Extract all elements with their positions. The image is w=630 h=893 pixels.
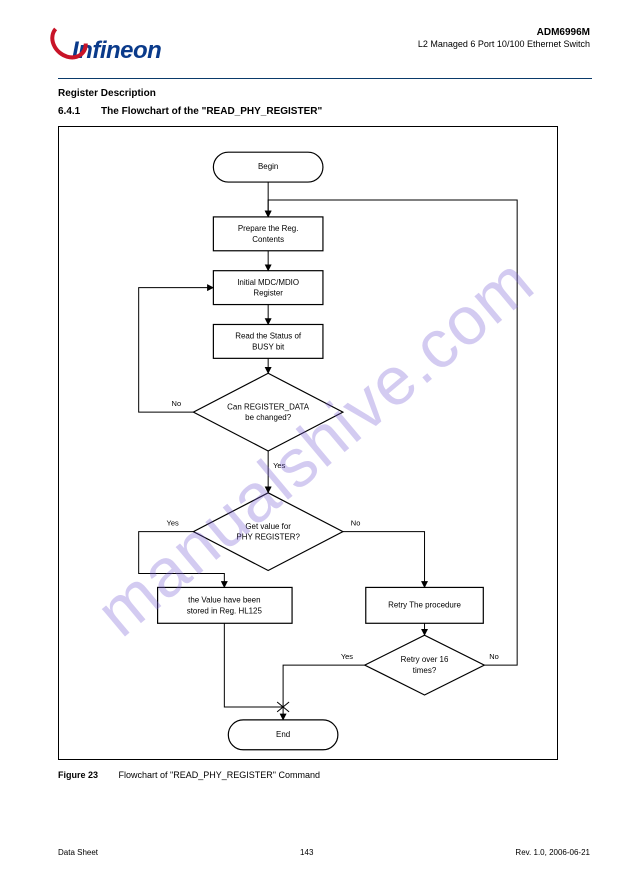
node-dec-getvalue-l2: PHY REGISTER? <box>236 533 300 542</box>
edge-dec2-no <box>343 532 425 588</box>
product-name: ADM6996M <box>418 26 590 39</box>
section-heading: Register Description <box>58 88 156 99</box>
node-prepare-l2: Contents <box>252 235 284 244</box>
figure-text: Flowchart of "READ_PHY_REGISTER" Command <box>119 770 320 780</box>
node-stored-l1: the Value have been <box>188 595 260 604</box>
caption-number: 6.4.1 <box>58 106 80 117</box>
footer-center: 143 <box>300 848 313 857</box>
node-end-label: End <box>276 730 290 739</box>
node-stored-l2: stored in Reg. HL125 <box>187 606 263 615</box>
node-dec-retry16-l1: Retry over 16 <box>401 655 449 664</box>
node-dec-retry16-l2: times? <box>413 666 437 675</box>
node-readbusy-l1: Read the Status of <box>235 332 302 341</box>
node-initial <box>213 271 323 305</box>
figure-number: Figure 23 <box>58 770 98 780</box>
header-rule <box>58 78 592 79</box>
edge-stored-merge <box>224 623 283 707</box>
node-dec-regdata-l2: be changed? <box>245 413 292 422</box>
figure-label: Figure 23 Flowchart of "READ_PHY_REGISTE… <box>58 770 320 780</box>
section-caption: 6.4.1 The Flowchart of the "READ_PHY_REG… <box>58 106 322 117</box>
node-dec-getvalue <box>193 493 342 571</box>
edge-dec3-yes <box>283 665 365 707</box>
edge-dec2-no-label: No <box>351 519 361 528</box>
node-initial-l2: Register <box>253 289 283 298</box>
edge-dec3-yes-label: Yes <box>341 652 353 661</box>
footer-right: Rev. 1.0, 2006-06-21 <box>515 848 590 857</box>
flowchart-svg: Begin Prepare the Reg. Contents Initial … <box>59 127 557 759</box>
edge-dec2-yes-label: Yes <box>167 519 179 528</box>
edge-dec1-yes-label: Yes <box>273 461 285 470</box>
node-readbusy-l2: BUSY bit <box>252 342 285 351</box>
node-begin-label: Begin <box>258 162 278 171</box>
node-readbusy <box>213 324 323 358</box>
node-stored <box>158 587 292 623</box>
node-prepare-l1: Prepare the Reg. <box>238 224 299 233</box>
footer-left: Data Sheet <box>58 848 98 857</box>
node-prepare <box>213 217 323 251</box>
caption-text: The Flowchart of the "READ_PHY_REGISTER" <box>101 106 322 117</box>
flowchart-frame: Begin Prepare the Reg. Contents Initial … <box>58 126 558 760</box>
node-dec-regdata-l1: Can REGISTER_DATA <box>227 402 310 411</box>
product-subtitle: L2 Managed 6 Port 10/100 Ethernet Switch <box>418 39 590 51</box>
header-right: ADM6996M L2 Managed 6 Port 10/100 Ethern… <box>418 26 590 51</box>
edge-dec1-no-label: No <box>172 399 182 408</box>
node-retry-label: Retry The procedure <box>388 600 461 609</box>
brand-logo: Infineon <box>50 22 161 66</box>
node-dec-retry16 <box>365 635 485 695</box>
edge-dec1-no <box>139 288 214 413</box>
node-initial-l1: Initial MDC/MDIO <box>237 278 299 287</box>
page-footer: Data Sheet 143 Rev. 1.0, 2006-06-21 <box>58 848 590 857</box>
node-dec-regdata <box>193 373 342 451</box>
edge-dec3-no-label: No <box>489 652 499 661</box>
page-header: Infineon ADM6996M L2 Managed 6 Port 10/1… <box>0 20 630 82</box>
logo-swoosh-icon <box>50 22 74 58</box>
node-dec-getvalue-l1: Get value for <box>245 522 291 531</box>
